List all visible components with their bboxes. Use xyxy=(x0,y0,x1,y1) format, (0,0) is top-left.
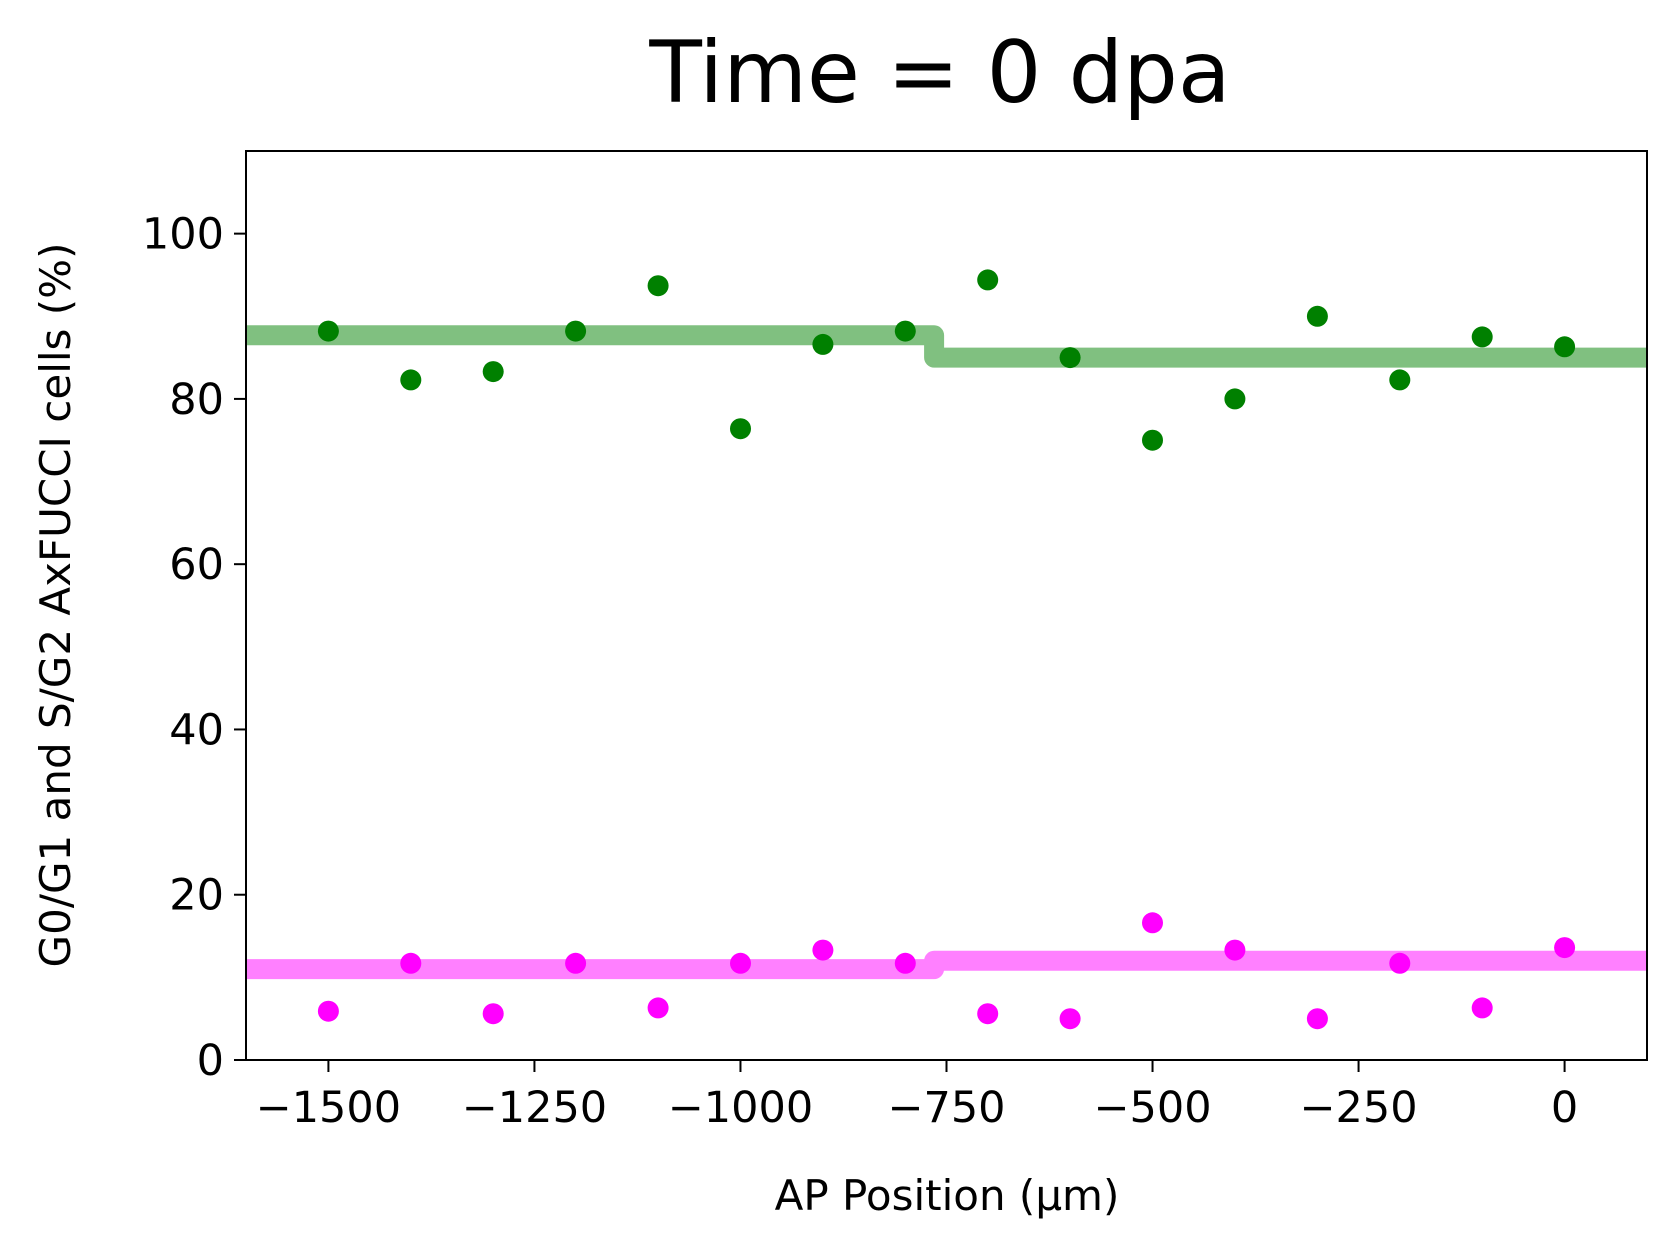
step-line-1 xyxy=(246,325,1647,368)
x-tick-label: 0 xyxy=(1551,1083,1578,1133)
series-1-point xyxy=(400,369,422,391)
plot-area xyxy=(246,269,1647,1030)
chart-title: Time = 0 dpa xyxy=(648,23,1230,123)
series-1-point xyxy=(1142,429,1163,451)
series-2-point xyxy=(1224,939,1246,961)
y-tick-label: 80 xyxy=(169,375,224,425)
series-2-point xyxy=(1142,912,1163,934)
series-2-point xyxy=(977,1003,999,1025)
series-1-point xyxy=(730,418,751,440)
series-2-point xyxy=(317,1000,339,1022)
series-2-point xyxy=(730,952,751,974)
series-2-point xyxy=(1554,937,1576,959)
y-axis-label: G0/G1 and S/G2 AxFUCCI cells (%) xyxy=(31,243,80,968)
series-2-point xyxy=(1059,1008,1081,1030)
series-1-point xyxy=(1554,336,1576,358)
series-1-point xyxy=(317,320,339,342)
y-tick-label: 20 xyxy=(169,871,224,921)
series-1-point xyxy=(812,333,834,355)
series-2-point xyxy=(647,997,669,1019)
series-1-point xyxy=(482,361,504,383)
plot-frame xyxy=(245,150,1648,1061)
x-tick-label: −1500 xyxy=(256,1083,401,1133)
x-axis: −1500 −1250 −1000 −750 −500 −250 0 xyxy=(256,1060,1578,1133)
y-tick-label: 0 xyxy=(197,1036,224,1086)
series-1-point xyxy=(1059,347,1081,369)
series-1-point xyxy=(977,269,999,291)
step-line-2 xyxy=(246,950,1647,980)
y-tick-label: 60 xyxy=(169,540,224,590)
y-axis: 0 20 40 60 80 100 xyxy=(142,210,246,1086)
series-1-point xyxy=(647,275,669,297)
series-1-point xyxy=(1471,326,1493,348)
series-1-point xyxy=(1306,305,1328,327)
series-2-point xyxy=(812,939,834,961)
series-2-point xyxy=(1306,1008,1328,1030)
series-2-point xyxy=(1471,997,1493,1019)
series-1-point xyxy=(1389,369,1411,391)
series-1-point xyxy=(1224,388,1246,410)
y-tick-label: 100 xyxy=(142,210,224,260)
x-tick-label: −500 xyxy=(1093,1083,1211,1133)
y-tick-label: 40 xyxy=(169,705,224,755)
x-tick-label: −1000 xyxy=(668,1083,813,1133)
series-2-point xyxy=(1389,952,1411,974)
series-2-point xyxy=(400,952,422,974)
series-2-point xyxy=(565,952,587,974)
series-1-point xyxy=(894,320,916,342)
series-2-point xyxy=(894,952,916,974)
x-axis-label: AP Position (μm) xyxy=(775,1171,1120,1220)
x-tick-label: −1250 xyxy=(462,1083,607,1133)
series-1-point xyxy=(565,320,587,342)
x-tick-label: −750 xyxy=(887,1083,1005,1133)
x-tick-label: −250 xyxy=(1300,1083,1418,1133)
series-2-point xyxy=(482,1003,504,1025)
